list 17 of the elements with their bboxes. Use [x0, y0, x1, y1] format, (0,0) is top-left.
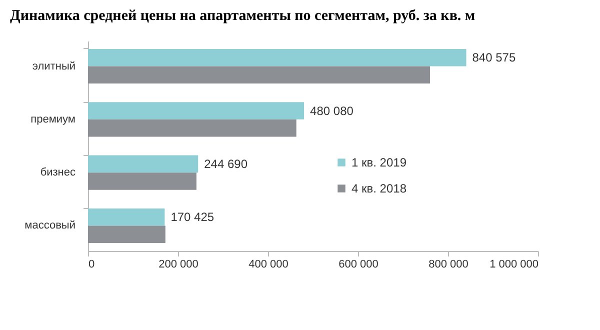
data-label: 480 080: [310, 104, 354, 118]
x-tick-label: 800 000: [428, 258, 468, 270]
data-label: 244 690: [204, 156, 248, 171]
x-tick-label: 200 000: [158, 258, 198, 270]
legend-label: 4 кв. 2018: [352, 182, 407, 196]
y-tick-label: массовый: [24, 220, 76, 232]
y-tick-label: элитный: [32, 60, 76, 72]
y-tick-label: бизнес: [40, 166, 76, 179]
x-tick-label: 400 000: [248, 258, 288, 270]
data-label: 170 425: [170, 210, 214, 224]
y-tick-label: премиум: [30, 113, 76, 126]
data-label: 840 575: [472, 50, 516, 65]
x-tick-label: 0: [88, 258, 95, 270]
chart-title: Динамика средней цены на апартаменты по сегментам, руб. за кв. м: [10, 8, 476, 24]
legend-label: 1 кв. 2019: [352, 156, 407, 170]
x-tick-label: 600 000: [338, 258, 378, 270]
x-tick-label: 1 000 000: [490, 258, 538, 270]
